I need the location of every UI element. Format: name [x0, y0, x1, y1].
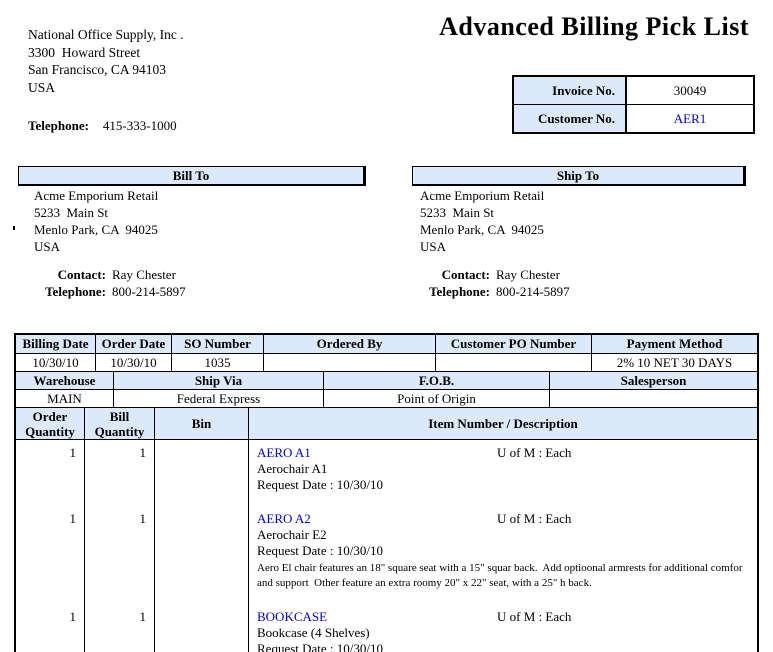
warehouse-header: Warehouse: [16, 372, 114, 389]
item-description-text: Aerochair A1: [257, 461, 328, 476]
item-description-cell: AERO A1 U of M : Each Aerochair A1 Reque…: [249, 440, 757, 506]
ship-via-value: Federal Express: [114, 390, 324, 407]
item-columns-header-row: Order Quantity Bill Quantity Bin Item Nu…: [16, 408, 757, 440]
company-street: 3300 Howard Street: [28, 44, 141, 60]
company-country: USA: [28, 79, 56, 95]
item-description-text: Aerochair E2: [257, 527, 327, 542]
payment-method-header: Payment Method: [592, 335, 757, 353]
page-title: Advanced Billing Pick List: [439, 12, 749, 41]
customer-number-row: Customer No. AER1: [514, 104, 753, 132]
company-telephone: Telephone: 415-333-1000: [28, 118, 177, 134]
bill-to-contact-label: Contact:: [57, 267, 106, 282]
bill-to-telephone-row: Telephone: 800-214-5897: [28, 283, 186, 300]
customer-number-link[interactable]: AER1: [673, 110, 707, 126]
bill-to-country: USA: [34, 239, 61, 254]
ordered-by-header: Ordered By: [264, 335, 436, 353]
item-number-link[interactable]: AERO A2: [257, 511, 311, 526]
bill-to-header: Bill To: [18, 166, 366, 186]
fob-value: Point of Origin: [324, 390, 550, 407]
ship-to-street: 5233 Main St: [420, 205, 495, 220]
item-bill-qty: 1: [85, 440, 155, 506]
item-order-qty: 1: [16, 506, 85, 604]
customer-number-label: Customer No.: [514, 105, 627, 132]
item-order-qty: 1: [16, 604, 85, 652]
payment-method-value: 2% 10 NET 30 DAYS: [616, 354, 733, 370]
billing-date-value: 10/30/10: [16, 354, 96, 371]
item-bin: [155, 440, 249, 506]
item-bin: [155, 506, 249, 604]
bill-quantity-header: Bill Quantity: [85, 408, 155, 439]
ship-to-contact-label: Contact:: [441, 267, 490, 282]
ship-to-telephone-label: Telephone:: [429, 284, 490, 299]
ship-to-telephone-row: Telephone: 800-214-5897: [412, 283, 570, 300]
item-number-link[interactable]: AERO A1: [257, 445, 311, 460]
item-bin: [155, 604, 249, 652]
item-bill-qty: 1: [85, 604, 155, 652]
ship-to-header: Ship To: [412, 166, 746, 186]
order-header-row-2: Warehouse Ship Via F.O.B. Salesperson: [16, 372, 757, 390]
item-request-date: Request Date : 10/30/10: [257, 543, 384, 558]
item-number-link[interactable]: BOOKCASE: [257, 609, 328, 624]
invoice-number-row: Invoice No. 30049: [514, 77, 753, 104]
bill-to-contact-value: Ray Chester: [112, 267, 176, 282]
invoice-info-table: Invoice No. 30049 Customer No. AER1: [512, 75, 755, 134]
ship-to-contact-block: Contact: Ray Chester Telephone: 800-214-…: [412, 266, 570, 300]
item-description-header: Item Number / Description: [249, 408, 757, 439]
customer-po-value: [436, 354, 592, 371]
invoice-number-label: Invoice No.: [514, 77, 627, 104]
scan-artifact-mark: [13, 226, 15, 230]
order-details-table: Billing Date Order Date SO Number Ordere…: [14, 333, 759, 652]
company-address-block: National Office Supply, Inc . 3300 Howar…: [28, 26, 184, 96]
ship-to-contact-value: Ray Chester: [496, 267, 560, 282]
so-number-header: SO Number: [172, 335, 264, 353]
so-number-value: 1035: [172, 354, 264, 371]
bill-to-street: 5233 Main St: [34, 205, 109, 220]
ship-via-header: Ship Via: [114, 372, 324, 389]
bill-to-telephone-label: Telephone:: [45, 284, 106, 299]
item-description-cell: BOOKCASE U of M : Each Bookcase (4 Shelv…: [249, 604, 757, 652]
bill-to-contact-block: Contact: Ray Chester Telephone: 800-214-…: [28, 266, 186, 300]
order-date-header: Order Date: [96, 335, 172, 353]
telephone-label: Telephone:: [28, 118, 89, 133]
item-uom: U of M : Each: [497, 609, 572, 624]
item-bill-qty: 1: [85, 506, 155, 604]
bill-to-telephone-value: 800-214-5897: [112, 284, 186, 299]
item-request-date: Request Date : 10/30/10: [257, 477, 384, 492]
invoice-number-value: 30049: [673, 82, 707, 98]
bill-to-city: Menlo Park, CA 94025: [34, 222, 158, 237]
order-value-row-1: 10/30/10 10/30/10 1035 2% 10 NET 30 DAYS: [16, 354, 757, 372]
ship-to-name: Acme Emporium Retail: [420, 188, 545, 203]
item-uom: U of M : Each: [497, 511, 572, 526]
item-long-description: Aero El chair features an 18" square sea…: [257, 562, 746, 589]
company-name: National Office Supply, Inc .: [28, 27, 184, 42]
item-uom: U of M : Each: [497, 445, 572, 460]
telephone-value: 415-333-1000: [102, 118, 177, 133]
bill-to-contact-row: Contact: Ray Chester: [28, 266, 186, 283]
warehouse-value: MAIN: [16, 390, 114, 407]
item-rows: 1 1 AERO A1 U of M : Each Aerochair A1 R…: [16, 440, 757, 652]
salesperson-value: [550, 390, 757, 407]
order-value-row-2: MAIN Federal Express Point of Origin: [16, 390, 757, 408]
customer-po-header: Customer PO Number: [436, 335, 592, 353]
ordered-by-value: [264, 354, 436, 371]
order-header-row-1: Billing Date Order Date SO Number Ordere…: [16, 335, 757, 354]
item-order-qty: 1: [16, 440, 85, 506]
ship-to-country: USA: [420, 239, 447, 254]
ship-to-address: Acme Emporium Retail 5233 Main St Menlo …: [420, 187, 544, 255]
fob-header: F.O.B.: [324, 372, 550, 389]
item-request-date: Request Date : 10/30/10: [257, 641, 384, 652]
bill-to-address: Acme Emporium Retail 5233 Main St Menlo …: [34, 187, 158, 255]
order-quantity-header: Order Quantity: [16, 408, 85, 439]
billing-date-header: Billing Date: [16, 335, 96, 353]
bin-header: Bin: [155, 408, 249, 439]
ship-to-telephone-value: 800-214-5897: [496, 284, 570, 299]
item-description-cell: AERO A2 U of M : Each Aerochair E2 Reque…: [249, 506, 757, 604]
company-city: San Francisco, CA 94103: [28, 62, 166, 77]
ship-to-city: Menlo Park, CA 94025: [420, 222, 544, 237]
item-description-text: Bookcase (4 Shelves): [257, 625, 370, 640]
bill-to-name: Acme Emporium Retail: [34, 188, 159, 203]
salesperson-header: Salesperson: [550, 372, 757, 389]
ship-to-contact-row: Contact: Ray Chester: [412, 266, 570, 283]
order-date-value: 10/30/10: [96, 354, 172, 371]
